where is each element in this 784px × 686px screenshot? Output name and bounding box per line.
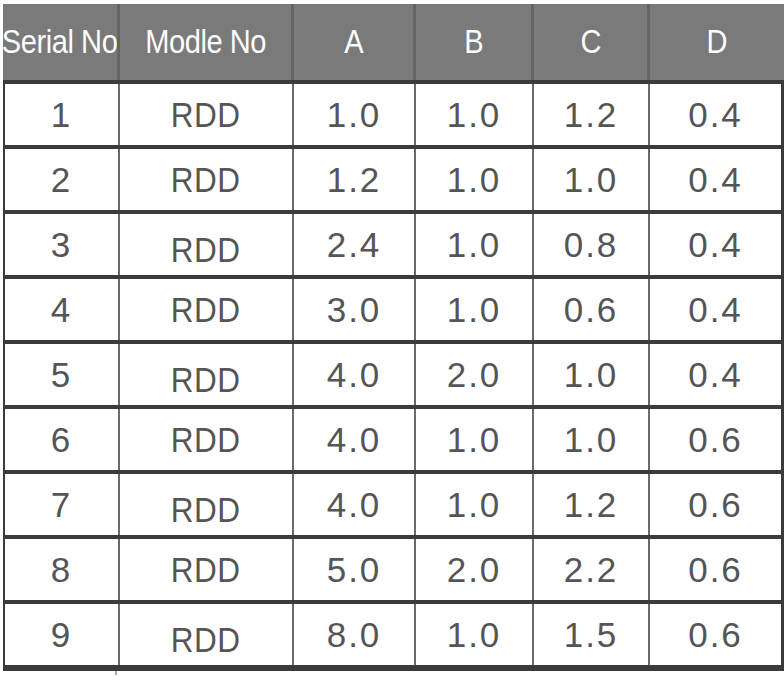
cell-model: RDD bbox=[120, 409, 294, 470]
cell-model: RDD bbox=[120, 604, 294, 665]
cell-a: 4.0 bbox=[294, 344, 416, 405]
header-label-a: A bbox=[344, 23, 363, 61]
cell-b: 1.0 bbox=[416, 409, 534, 470]
cell-c: 0.6 bbox=[534, 279, 650, 340]
cell-model: RDD bbox=[120, 149, 294, 210]
cell-d: 0.4 bbox=[650, 149, 781, 210]
cell-model: RDD bbox=[120, 84, 294, 145]
table-row-6: 6 RDD 4.0 1.0 1.0 0.6 bbox=[5, 405, 781, 470]
table-row-3: 3 RDD 2.4 1.0 0.8 0.4 bbox=[5, 210, 781, 275]
table-row-5: 5 RDD 4.0 2.0 1.0 0.4 bbox=[5, 340, 781, 405]
header-cell-model-no: Modle No bbox=[120, 4, 294, 80]
cell-serial: 8 bbox=[5, 539, 120, 600]
header-cell-d: D bbox=[650, 4, 784, 80]
cell-d: 0.6 bbox=[650, 409, 781, 470]
table-row-1: 1 RDD 1.0 1.0 1.2 0.4 bbox=[5, 80, 781, 145]
cell-model-text: RDD bbox=[171, 420, 241, 460]
cell-b: 1.0 bbox=[416, 214, 534, 275]
header-label-model-no: Modle No bbox=[145, 23, 266, 61]
cell-model-text: RDD bbox=[171, 550, 241, 590]
cell-model-text: RDD bbox=[171, 230, 241, 270]
table-row-2: 2 RDD 1.2 1.0 1.0 0.4 bbox=[5, 145, 781, 210]
cell-serial: 9 bbox=[5, 604, 120, 665]
cell-model-text: RDD bbox=[171, 490, 241, 530]
table-header-row: Serial No Modle No A B C D bbox=[3, 4, 784, 80]
cell-d: 0.6 bbox=[650, 604, 781, 665]
header-cell-serial-no: Serial No bbox=[3, 4, 120, 80]
cell-a: 2.4 bbox=[294, 214, 416, 275]
header-cell-b: B bbox=[416, 4, 534, 80]
cell-a: 5.0 bbox=[294, 539, 416, 600]
table-row-8: 8 RDD 5.0 2.0 2.2 0.6 bbox=[5, 535, 781, 600]
cell-model: RDD bbox=[120, 344, 294, 405]
table-body: 1 RDD 1.0 1.0 1.2 0.4 2 RDD 1.2 1.0 1.0 … bbox=[3, 80, 784, 671]
cell-serial: 6 bbox=[5, 409, 120, 470]
cell-serial: 4 bbox=[5, 279, 120, 340]
cell-a: 4.0 bbox=[294, 409, 416, 470]
cell-c: 1.5 bbox=[534, 604, 650, 665]
cell-serial: 7 bbox=[5, 474, 120, 535]
cell-d: 0.4 bbox=[650, 279, 781, 340]
cell-model-text: RDD bbox=[171, 160, 241, 200]
cell-model-text: RDD bbox=[171, 360, 241, 400]
table-row-4: 4 RDD 3.0 1.0 0.6 0.4 bbox=[5, 275, 781, 340]
cell-b: 1.0 bbox=[416, 149, 534, 210]
cell-d: 0.6 bbox=[650, 539, 781, 600]
cell-serial: 3 bbox=[5, 214, 120, 275]
cell-c: 1.0 bbox=[534, 149, 650, 210]
cell-serial: 2 bbox=[5, 149, 120, 210]
cell-serial: 5 bbox=[5, 344, 120, 405]
spec-table: Serial No Modle No A B C D 1 RDD 1.0 1.0… bbox=[3, 4, 784, 671]
header-cell-a: A bbox=[294, 4, 416, 80]
cell-c: 0.8 bbox=[534, 214, 650, 275]
header-label-b: B bbox=[464, 23, 483, 61]
header-cell-c: C bbox=[534, 4, 650, 80]
cell-b: 1.0 bbox=[416, 279, 534, 340]
cell-b: 1.0 bbox=[416, 84, 534, 145]
cell-b: 2.0 bbox=[416, 539, 534, 600]
cell-c: 1.0 bbox=[534, 344, 650, 405]
cell-model: RDD bbox=[120, 279, 294, 340]
cell-d: 0.4 bbox=[650, 344, 781, 405]
cell-c: 1.2 bbox=[534, 474, 650, 535]
cell-a: 4.0 bbox=[294, 474, 416, 535]
cell-b: 2.0 bbox=[416, 344, 534, 405]
header-label-serial-no: Serial No bbox=[3, 23, 118, 61]
cell-c: 1.0 bbox=[534, 409, 650, 470]
cutoff-next-row-divider bbox=[115, 671, 117, 675]
cell-a: 3.0 bbox=[294, 279, 416, 340]
cell-serial: 1 bbox=[5, 84, 120, 145]
header-label-d: D bbox=[707, 23, 728, 61]
cell-a: 8.0 bbox=[294, 604, 416, 665]
cell-b: 1.0 bbox=[416, 604, 534, 665]
cell-model-text: RDD bbox=[171, 620, 241, 660]
cell-model-text: RDD bbox=[171, 290, 241, 330]
cell-model: RDD bbox=[120, 539, 294, 600]
table-row-7: 7 RDD 4.0 1.0 1.2 0.6 bbox=[5, 470, 781, 535]
cell-model: RDD bbox=[120, 214, 294, 275]
table-row-9: 9 RDD 8.0 1.0 1.5 0.6 bbox=[5, 600, 781, 665]
cell-a: 1.2 bbox=[294, 149, 416, 210]
cell-b: 1.0 bbox=[416, 474, 534, 535]
cell-d: 0.4 bbox=[650, 84, 781, 145]
cell-d: 0.6 bbox=[650, 474, 781, 535]
cell-c: 1.2 bbox=[534, 84, 650, 145]
cell-a: 1.0 bbox=[294, 84, 416, 145]
cell-model: RDD bbox=[120, 474, 294, 535]
cell-c: 2.2 bbox=[534, 539, 650, 600]
cell-model-text: RDD bbox=[171, 95, 241, 135]
header-label-c: C bbox=[580, 23, 601, 61]
cell-d: 0.4 bbox=[650, 214, 781, 275]
